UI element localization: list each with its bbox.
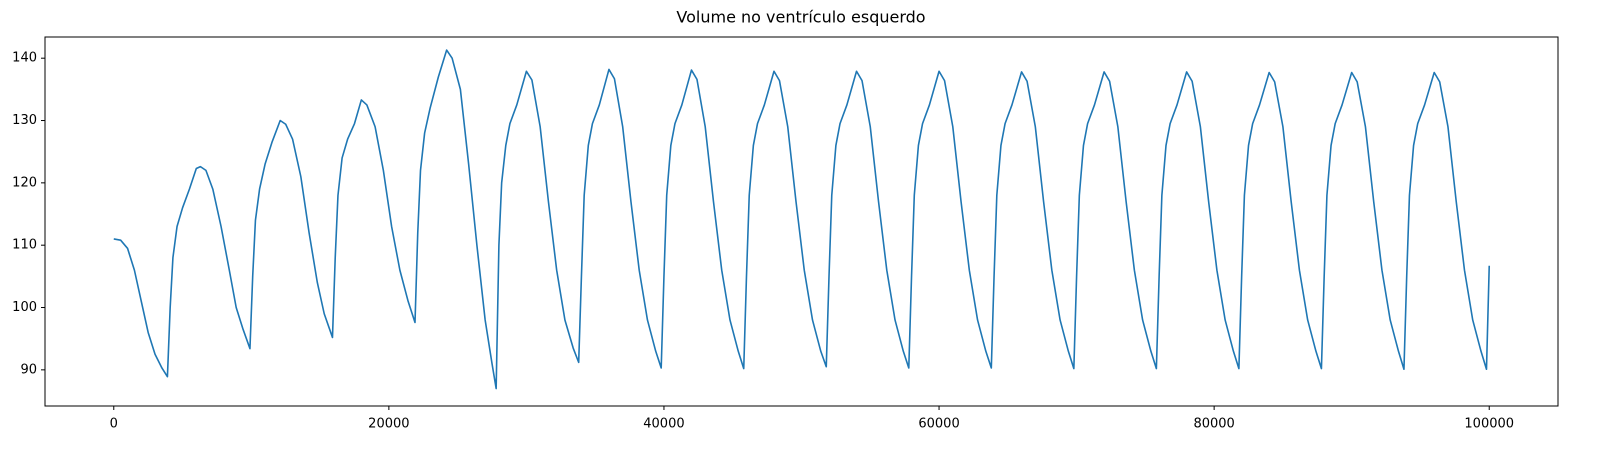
y-tick-label: 110 xyxy=(12,238,37,253)
y-tick-label: 130 xyxy=(12,113,37,128)
chart-title: Volume no ventrículo esquerdo xyxy=(676,8,925,27)
y-tick-label: 100 xyxy=(12,300,37,315)
x-tick-label: 0 xyxy=(110,417,118,432)
x-tick-label: 40000 xyxy=(643,417,684,432)
data-line xyxy=(113,49,1491,390)
x-tick-label: 60000 xyxy=(918,417,959,432)
plot-frame xyxy=(44,36,1559,407)
y-tick-label: 140 xyxy=(12,51,37,66)
y-tick-label: 90 xyxy=(20,362,37,377)
x-tick-label: 100000 xyxy=(1464,417,1514,432)
x-tick-label: 20000 xyxy=(368,417,409,432)
y-tick-label: 120 xyxy=(12,175,37,190)
x-tick-label: 80000 xyxy=(1193,417,1234,432)
